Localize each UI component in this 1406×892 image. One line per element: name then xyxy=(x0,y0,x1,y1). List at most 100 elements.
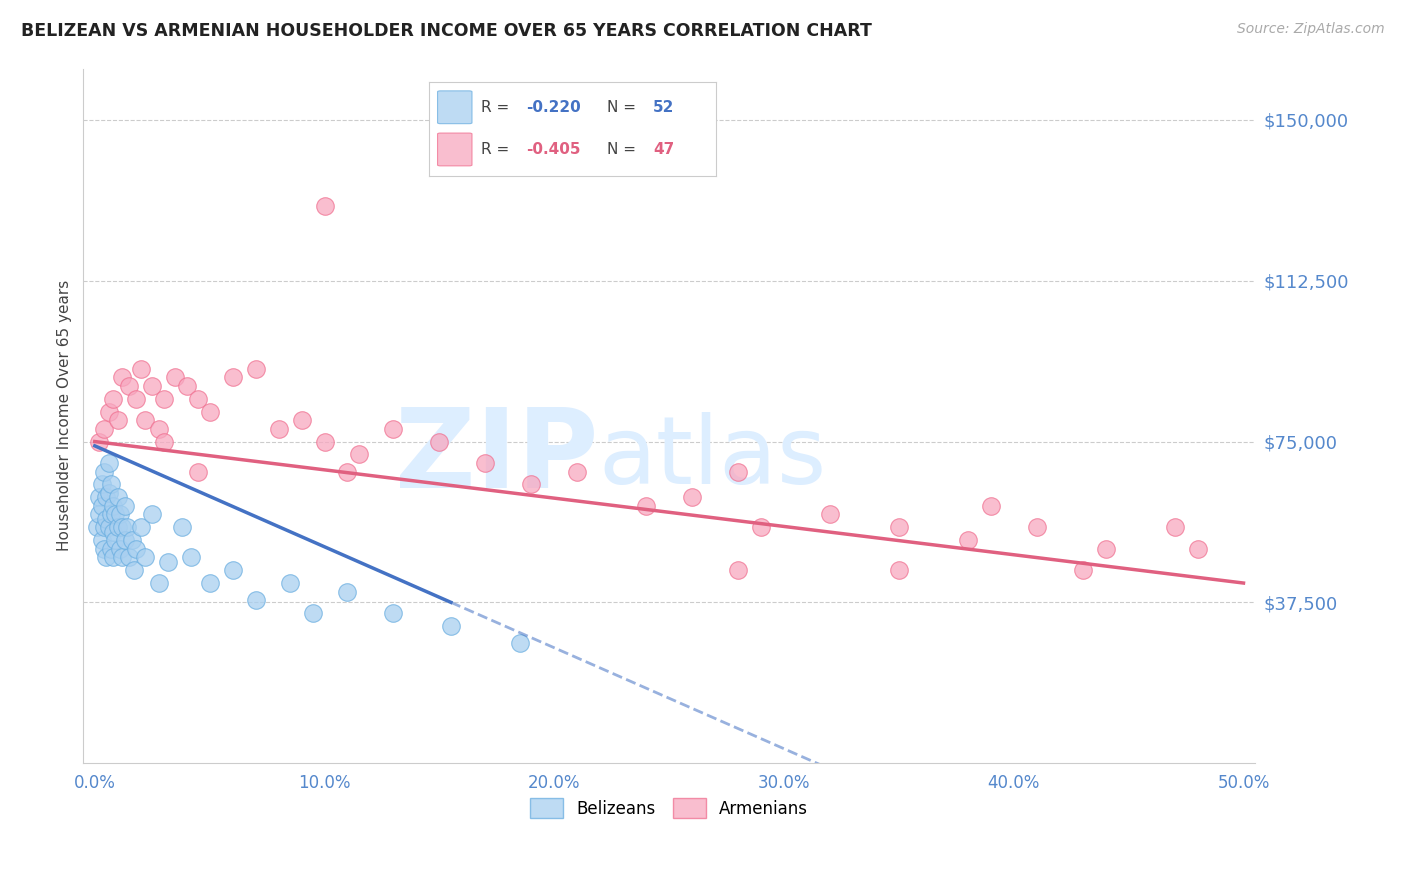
Point xyxy=(97,404,120,418)
Point xyxy=(509,636,531,650)
Text: ZIP: ZIP xyxy=(395,404,599,511)
Point xyxy=(108,541,131,556)
Point xyxy=(115,520,138,534)
Point xyxy=(118,550,141,565)
Point xyxy=(114,533,136,548)
Point xyxy=(1187,541,1209,556)
Point xyxy=(134,550,156,565)
Point xyxy=(97,456,120,470)
Point xyxy=(104,533,127,548)
Point xyxy=(152,434,174,449)
Point xyxy=(382,422,405,436)
Point xyxy=(107,413,129,427)
Point xyxy=(278,576,301,591)
Text: BELIZEAN VS ARMENIAN HOUSEHOLDER INCOME OVER 65 YEARS CORRELATION CHART: BELIZEAN VS ARMENIAN HOUSEHOLDER INCOME … xyxy=(21,22,872,40)
Point xyxy=(96,512,118,526)
Point xyxy=(93,465,115,479)
Legend: Belizeans, Armenians: Belizeans, Armenians xyxy=(523,792,815,824)
Y-axis label: Householder Income Over 65 years: Householder Income Over 65 years xyxy=(58,280,72,551)
Point xyxy=(114,499,136,513)
Point xyxy=(245,361,267,376)
Point xyxy=(1025,520,1047,534)
Point xyxy=(125,392,148,406)
Point xyxy=(382,606,405,620)
Point xyxy=(96,550,118,565)
Point xyxy=(347,447,370,461)
Point xyxy=(100,541,122,556)
Point xyxy=(198,404,221,418)
Point xyxy=(121,533,143,548)
Point xyxy=(187,392,209,406)
Point xyxy=(101,550,124,565)
Point xyxy=(141,379,163,393)
Point xyxy=(429,434,451,449)
Point xyxy=(96,491,118,505)
Point xyxy=(90,499,112,513)
Point xyxy=(1094,541,1116,556)
Point xyxy=(818,508,841,522)
Point xyxy=(336,584,359,599)
Point xyxy=(100,477,122,491)
Point xyxy=(290,413,312,427)
Point xyxy=(148,422,170,436)
Point xyxy=(89,508,111,522)
Point xyxy=(980,499,1002,513)
Point xyxy=(887,520,910,534)
Point xyxy=(122,563,145,577)
Point xyxy=(100,508,122,522)
Point xyxy=(180,550,202,565)
Point xyxy=(104,508,127,522)
Point xyxy=(245,593,267,607)
Point xyxy=(89,491,111,505)
Point xyxy=(187,465,209,479)
Point xyxy=(887,563,910,577)
Point xyxy=(125,541,148,556)
Point xyxy=(90,477,112,491)
Point xyxy=(314,434,336,449)
Point xyxy=(198,576,221,591)
Point xyxy=(152,392,174,406)
Point xyxy=(727,465,749,479)
Point xyxy=(86,520,108,534)
Point xyxy=(118,379,141,393)
Point xyxy=(101,499,124,513)
Point xyxy=(107,491,129,505)
Point xyxy=(440,619,463,633)
Point xyxy=(107,520,129,534)
Text: atlas: atlas xyxy=(599,411,827,503)
Point xyxy=(93,520,115,534)
Text: Source: ZipAtlas.com: Source: ZipAtlas.com xyxy=(1237,22,1385,37)
Point xyxy=(89,434,111,449)
Point xyxy=(267,422,290,436)
Point xyxy=(141,508,163,522)
Point xyxy=(111,550,134,565)
Point xyxy=(90,533,112,548)
Point xyxy=(134,413,156,427)
Point xyxy=(148,576,170,591)
Point xyxy=(336,465,359,479)
Point xyxy=(101,392,124,406)
Point xyxy=(636,499,658,513)
Point xyxy=(108,508,131,522)
Point xyxy=(956,533,979,548)
Point xyxy=(172,520,194,534)
Point xyxy=(129,520,152,534)
Point xyxy=(302,606,325,620)
Point xyxy=(727,563,749,577)
Point xyxy=(681,491,703,505)
Point xyxy=(129,361,152,376)
Point xyxy=(165,370,187,384)
Point xyxy=(111,370,134,384)
Point xyxy=(101,524,124,539)
Point xyxy=(749,520,772,534)
Point xyxy=(221,370,243,384)
Point xyxy=(567,465,589,479)
Point xyxy=(157,555,180,569)
Point xyxy=(176,379,198,393)
Point xyxy=(314,199,336,213)
Point xyxy=(221,563,243,577)
Point xyxy=(97,520,120,534)
Point xyxy=(1163,520,1185,534)
Point xyxy=(93,422,115,436)
Point xyxy=(93,541,115,556)
